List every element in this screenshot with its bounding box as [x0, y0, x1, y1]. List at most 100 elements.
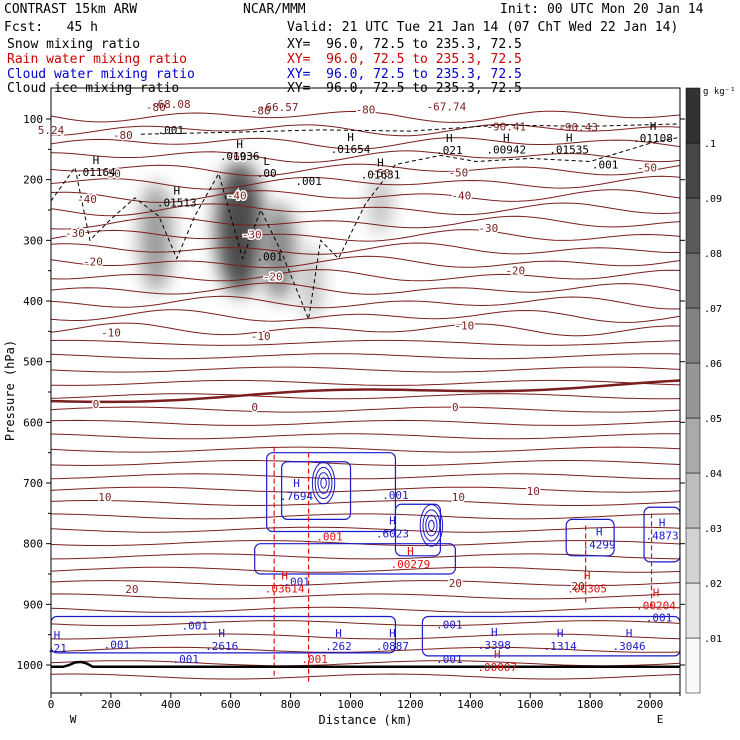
isotherm — [51, 419, 680, 426]
y-tick-label: 400 — [23, 295, 43, 308]
temperature-extremum-label: -66.57 — [259, 101, 299, 114]
plot-frame — [50, 87, 681, 694]
x-tick-label: 800 — [281, 698, 301, 711]
isotherm — [51, 646, 680, 653]
temperature-label: -60 — [227, 151, 247, 164]
cloud-ice-contour — [51, 136, 680, 322]
rain-max-label: .00007 — [477, 661, 517, 674]
temperature-label: -40 — [227, 189, 247, 202]
isotherm — [51, 673, 680, 680]
cloud-water-max-marker: H — [596, 526, 603, 539]
cloud-water-contour — [254, 543, 456, 575]
isotherm — [51, 526, 680, 533]
cloud-water-label: .001 — [173, 653, 200, 666]
cloud-water-contour — [421, 615, 680, 657]
isotherm — [51, 295, 680, 310]
cloud-water-max-label: .262 — [325, 640, 352, 653]
colorbar-label: .09 — [704, 194, 722, 205]
field-xy-cloud-water: XY= 96.0, 72.5 to 235.3, 72.5 — [287, 67, 522, 82]
colorbar-swatch — [685, 637, 701, 694]
snow-shading-blob — [260, 203, 297, 301]
temperature-label: -50 — [101, 168, 121, 181]
cloud-water-contour — [419, 504, 444, 547]
rain-max-marker: H — [653, 586, 660, 599]
isotherm — [51, 353, 680, 360]
isotherm — [51, 393, 680, 400]
temperature-label: -10 — [454, 319, 474, 332]
snow-shading-blob — [299, 246, 324, 320]
colorbar-unit: g kg⁻¹ — [703, 87, 736, 97]
x-tick-label: 600 — [221, 698, 241, 711]
temperature-label: -20 — [83, 256, 103, 269]
cloud-water-max-marker: H — [54, 629, 61, 642]
cloud-water-max-marker: H — [491, 626, 498, 639]
x-end-label-east: E — [657, 713, 664, 726]
rain-label: .001 — [301, 653, 328, 666]
cloud-water-contour — [311, 461, 336, 505]
temperature-label: -50 — [371, 167, 391, 180]
temperature-label: 0 — [93, 398, 100, 411]
isotherm — [51, 282, 680, 295]
cloud-water-max-label: .4873 — [645, 530, 678, 543]
cloud-water-max-label: .2616 — [205, 640, 238, 653]
snow-max-label: .01513 — [157, 196, 197, 209]
isotherm — [51, 379, 680, 386]
rain-max-label: .03614 — [265, 582, 305, 595]
colorbar-label: .03 — [704, 524, 722, 535]
cloud-water-max-marker: H — [335, 627, 342, 640]
isotherm — [51, 255, 680, 269]
temperature-label: 20 — [449, 577, 462, 590]
y-tick-label: 100 — [23, 113, 43, 126]
colorbar-swatch — [685, 142, 701, 199]
colorbar-label: .05 — [704, 414, 722, 425]
init-time: Init: 00 UTC Mon 20 Jan 14 — [500, 2, 704, 17]
center-title: NCAR/MMM — [243, 2, 306, 17]
snow-max-marker: H — [93, 154, 100, 167]
isotherm — [51, 269, 680, 282]
colorbar-label: .01 — [704, 634, 722, 645]
snow-max-label: .01164 — [76, 166, 116, 179]
snow-max-label: .00942 — [486, 144, 526, 157]
isotherm — [51, 486, 680, 493]
isotherm — [51, 175, 680, 190]
cloud-water-label: .001 — [382, 489, 409, 502]
y-tick-label: 1000 — [17, 659, 44, 672]
temperature-label: 0 — [452, 401, 459, 414]
colorbar-swatch — [685, 582, 701, 639]
snow-max-label: .01936 — [220, 150, 260, 163]
temperature-label: -50 — [637, 162, 657, 175]
cloud-water-contour — [314, 466, 333, 500]
snow-max-marker: H — [650, 120, 657, 133]
cloud-water-max-marker: H — [293, 477, 300, 490]
rain-max-label: .00305 — [567, 582, 607, 595]
colorbar-swatch — [685, 417, 701, 474]
rain-max-marker: H — [584, 569, 591, 582]
temperature-label: 10 — [527, 485, 540, 498]
isotherm — [51, 202, 680, 217]
x-tick-label: 1400 — [457, 698, 484, 711]
isotherm — [51, 446, 680, 453]
model-title: CONTRAST 15km ARW — [4, 2, 138, 17]
temperature-label: -80 — [251, 105, 271, 118]
colorbar-swatch — [685, 87, 701, 144]
isotherm — [51, 473, 680, 480]
isotherm — [51, 406, 680, 413]
y-axis-title: Pressure (hPa) — [3, 340, 17, 441]
x-tick-label: 1200 — [397, 698, 424, 711]
snow-shading-blob — [139, 182, 173, 292]
snow-max-label: .01654 — [331, 143, 371, 156]
isotherm — [51, 137, 680, 150]
snow-shading-blob — [215, 161, 264, 295]
cloud-water-label: .001 — [182, 620, 209, 633]
temperature-label: -40 — [451, 189, 471, 202]
isotherm — [51, 500, 680, 506]
isotherm — [51, 189, 680, 203]
temperature-extremum-label: -90.43 — [558, 121, 598, 134]
isotherm — [51, 620, 680, 627]
rain-max-label: .00279 — [391, 558, 431, 571]
cloud-ice-label: .001 — [158, 124, 185, 137]
snow-max-marker: H — [446, 132, 453, 145]
isotherm — [51, 633, 680, 640]
isotherm — [51, 433, 680, 440]
colorbar-label: .04 — [704, 469, 722, 480]
